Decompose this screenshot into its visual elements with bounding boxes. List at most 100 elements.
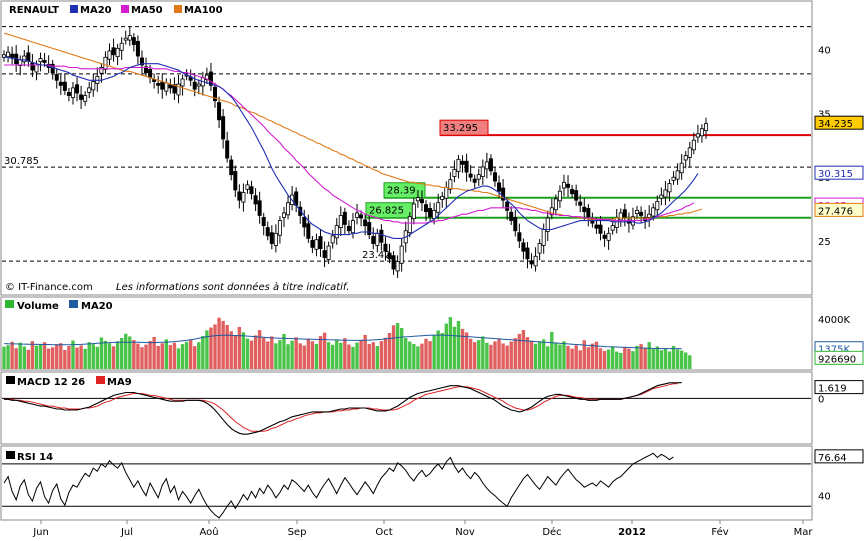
candle-body bbox=[322, 250, 327, 258]
volume-bar bbox=[310, 341, 315, 369]
volume-bar bbox=[95, 346, 100, 369]
volume-bar bbox=[582, 340, 586, 369]
candle-body bbox=[176, 83, 181, 96]
volume-bar bbox=[99, 337, 104, 369]
volume-bar bbox=[367, 343, 371, 369]
candle-body bbox=[606, 232, 611, 241]
candle-body bbox=[375, 232, 380, 246]
candle-body bbox=[541, 229, 546, 246]
candle-body bbox=[598, 224, 603, 234]
candle-body bbox=[346, 225, 351, 232]
candle-body bbox=[160, 81, 165, 90]
macd-tag: 1.619 bbox=[818, 384, 847, 395]
candle-body bbox=[342, 211, 347, 225]
candle-body bbox=[103, 56, 108, 70]
candle-body bbox=[314, 239, 319, 250]
volume-bar bbox=[193, 346, 197, 369]
candle-body bbox=[675, 170, 680, 180]
volume-bar bbox=[541, 339, 546, 369]
price-moving-averages bbox=[3, 32, 703, 239]
rsi-last-value-tags: 76.64 bbox=[814, 449, 864, 464]
volume-bar bbox=[209, 327, 213, 369]
volume-bar bbox=[643, 347, 647, 369]
candle-body bbox=[691, 139, 696, 151]
volume-bar bbox=[42, 342, 47, 369]
candle-body bbox=[245, 184, 250, 190]
candle-body bbox=[298, 206, 303, 216]
candle-body bbox=[639, 211, 644, 216]
volume-bar bbox=[529, 340, 534, 369]
candle-body bbox=[213, 86, 218, 102]
volume-bar bbox=[2, 346, 6, 369]
candle-body bbox=[663, 189, 668, 198]
level-label-23.42: 23.42 bbox=[362, 250, 391, 261]
volume-bar bbox=[115, 341, 120, 369]
legend-ma50: MA50 bbox=[131, 5, 163, 16]
candle-body bbox=[233, 171, 238, 191]
rsi-tag-box bbox=[814, 449, 864, 464]
candle-body bbox=[26, 52, 31, 62]
volume-bar bbox=[477, 340, 481, 369]
volume-bar bbox=[395, 322, 400, 369]
candle-body bbox=[62, 81, 67, 91]
candle-body bbox=[525, 247, 530, 260]
candle-body bbox=[578, 201, 583, 206]
volume-bar bbox=[667, 351, 672, 369]
candle-body bbox=[217, 102, 222, 121]
candle-body bbox=[647, 213, 652, 218]
volume-ma20 bbox=[3, 334, 682, 350]
candle-body bbox=[472, 178, 477, 183]
candle-body bbox=[330, 235, 335, 244]
volume-bar bbox=[10, 341, 14, 369]
candle-body bbox=[273, 232, 278, 246]
candle-body bbox=[667, 183, 672, 193]
volume-bar bbox=[164, 339, 169, 369]
volume-bar bbox=[294, 337, 298, 369]
volume-bar bbox=[554, 342, 558, 369]
candle-body bbox=[253, 195, 258, 205]
candle-body bbox=[350, 220, 355, 234]
candle-body bbox=[468, 173, 473, 178]
candle-body bbox=[444, 187, 449, 199]
volume-bar bbox=[489, 344, 493, 369]
macd-lines bbox=[2, 382, 811, 435]
candle-body bbox=[614, 217, 619, 228]
volume-bar bbox=[22, 346, 26, 369]
candle-body bbox=[355, 212, 360, 218]
disclaimer-text: Les informations sont données à titre in… bbox=[116, 281, 349, 293]
legend-macd: MACD 12 26 bbox=[17, 377, 85, 388]
candle-body bbox=[529, 260, 534, 265]
volume-bar bbox=[71, 340, 75, 369]
volume-bar bbox=[533, 343, 538, 369]
candle-body bbox=[338, 215, 343, 228]
volume-bar bbox=[241, 332, 246, 369]
volume-bar bbox=[619, 352, 623, 369]
candle-body bbox=[428, 208, 433, 218]
volume-bar bbox=[38, 344, 43, 369]
volume-bar bbox=[448, 317, 453, 369]
volume-bar bbox=[351, 346, 355, 369]
volume-bar bbox=[347, 344, 351, 369]
level-label-28.39: 28.39 bbox=[387, 186, 416, 197]
candle-body bbox=[586, 208, 591, 218]
volume-bars bbox=[2, 317, 692, 369]
candle-body bbox=[10, 53, 15, 58]
candle-body bbox=[622, 209, 627, 219]
candle-body bbox=[517, 232, 522, 242]
volume-bar bbox=[424, 338, 428, 369]
volume-bar bbox=[168, 345, 173, 369]
volume-bar bbox=[148, 340, 152, 369]
candle-body bbox=[513, 216, 518, 232]
candle-body bbox=[533, 255, 538, 267]
candle-body bbox=[75, 84, 80, 94]
candle-body bbox=[79, 94, 84, 100]
x-label-0: Jun bbox=[32, 527, 49, 538]
price-tick-35: 35 bbox=[818, 109, 831, 120]
volume-bar bbox=[26, 349, 31, 369]
candle-body bbox=[123, 37, 128, 41]
candle-body bbox=[424, 204, 429, 213]
legend-macd-ma9: MA9 bbox=[107, 377, 132, 388]
candle-body bbox=[363, 219, 368, 227]
volume-tick: 4000K bbox=[818, 315, 850, 326]
volume-bar bbox=[602, 350, 607, 369]
